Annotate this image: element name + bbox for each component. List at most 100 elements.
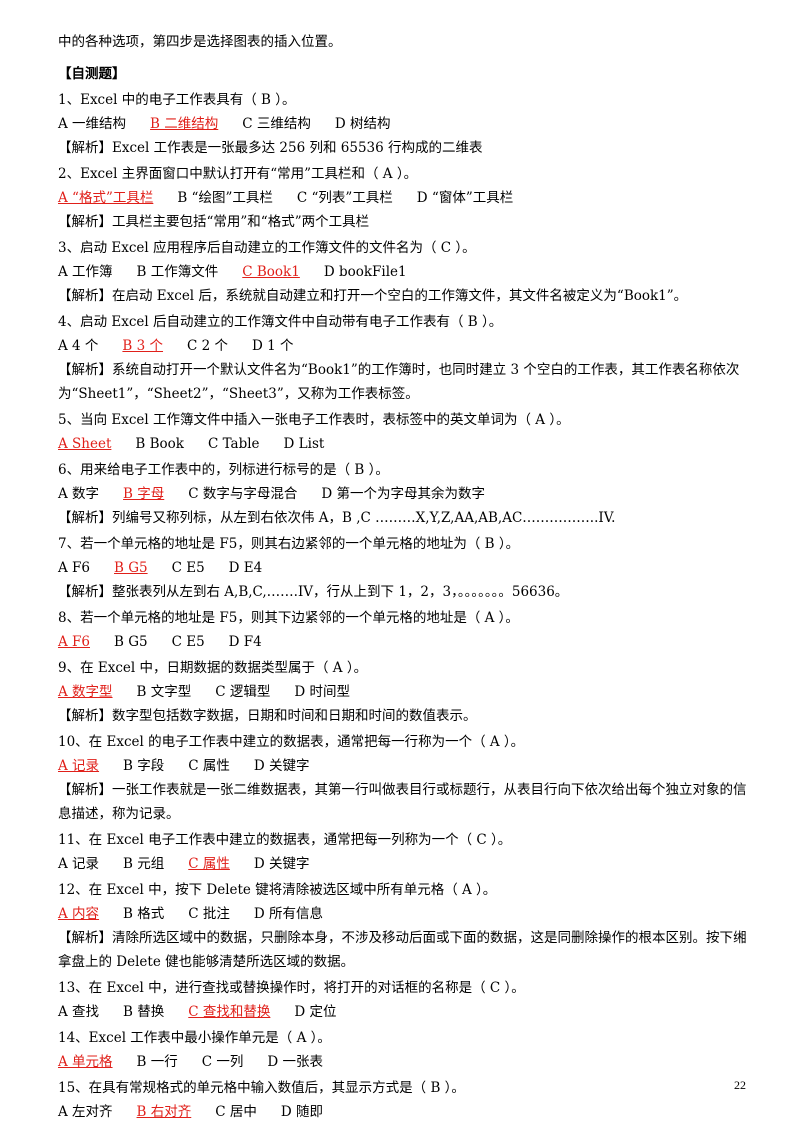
option: A F6	[58, 560, 90, 576]
question-block: 6、用来给电子工作表中的，列标进行标号的是（ B ）。 A 数字 B 字母 C 数字与…	[58, 458, 748, 530]
option: C 三维结构	[242, 116, 311, 132]
question-block: 5、当向 Excel 工作簿文件中插入一张电子工作表时，表标签中的英文单词为（ …	[58, 408, 748, 456]
explanation-text: 【解析】列编号又称列标，从左到右依次伟 A，B ,C ………X,Y,Z,AA,A…	[58, 510, 616, 526]
option: D 第一个为字母其余为数字	[321, 486, 486, 502]
option-answer: A F6	[58, 634, 90, 650]
question-block: 13、在 Excel 中，进行查找或替换操作时，将打开的对话框的名称是（ C ）…	[58, 976, 748, 1024]
question-text: 4、启动 Excel 后自动建立的工作簿文件中自动带有电子工作表有（ B ）。	[58, 314, 503, 330]
question-text: 15、在具有常规格式的单元格中输入数值后，其显示方式是（ B ）。	[58, 1080, 465, 1096]
question-list: 1、Excel 中的电子工作表具有（ B ）。 A 一维结构 B 二维结构 C 三维结…	[58, 88, 748, 1124]
option: D List	[283, 436, 325, 452]
option: D 所有信息	[253, 906, 324, 922]
explanation-text: 【解析】工具栏主要包括“常用”和“格式”两个工具栏	[58, 214, 370, 230]
question-block: 8、若一个单元格的地址是 F5，则其下边紧邻的一个单元格的地址是（ A ）。 A …	[58, 606, 748, 654]
option: D 随即	[280, 1104, 324, 1120]
question-text: 3、启动 Excel 应用程序后自动建立的工作簿文件的文件名为（ C ）。	[58, 240, 476, 256]
option: B 格式	[123, 906, 165, 922]
question-block: 11、在 Excel 电子工作表中建立的数据表，通常把每一列称为一个（ C ）。…	[58, 828, 748, 876]
option-answer: B 字母	[123, 486, 165, 502]
page-number: 22	[734, 1078, 746, 1092]
options-row: A Sheet B Book C Table D List	[58, 432, 748, 456]
option-answer: B 二维结构	[150, 116, 219, 132]
option: A 查找	[58, 1004, 100, 1020]
option: C 数字与字母混合	[188, 486, 298, 502]
question-block: 7、若一个单元格的地址是 F5，则其右边紧邻的一个单元格的地址为（ B ）。 A …	[58, 532, 748, 604]
option: C 一列	[201, 1054, 244, 1070]
question-text: 8、若一个单元格的地址是 F5，则其下边紧邻的一个单元格的地址是（ A ）。	[58, 610, 519, 626]
explanation-text: 【解析】一张工作表就是一张二维数据表，其第一行叫做表目行或标题行，从表目行向下依…	[58, 782, 747, 822]
option: D 定位	[294, 1004, 337, 1020]
options-row: A 记录 B 字段 C 属性 D 关键字	[58, 754, 748, 778]
option-answer: A 单元格	[58, 1054, 113, 1070]
option: B 文字型	[136, 684, 192, 700]
option: A 4 个	[58, 338, 99, 354]
option: D E4	[228, 560, 263, 576]
option: B 字段	[123, 758, 165, 774]
options-row: A 内容 B 格式 C 批注 D 所有信息	[58, 902, 748, 926]
option: C 2 个	[187, 338, 229, 354]
question-text: 11、在 Excel 电子工作表中建立的数据表，通常把每一列称为一个（ C ）。	[58, 832, 512, 848]
options-row: A F6 B G5 C E5 D F4	[58, 630, 748, 654]
question-block: 2、Excel 主界面窗口中默认打开有“常用”工具栏和（ A ）。 A “格式”工…	[58, 162, 748, 234]
options-row: A 一维结构 B 二维结构 C 三维结构 D 树结构	[58, 112, 748, 136]
question-text: 1、Excel 中的电子工作表具有（ B ）。	[58, 92, 296, 108]
explanation-text: 【解析】Excel 工作表是一张最多达 256 列和 65536 行构成的二维表	[58, 140, 483, 156]
option: B “绘图”工具栏	[177, 190, 273, 206]
option-answer: C 查找和替换	[188, 1004, 271, 1020]
question-text: 14、Excel 工作表中最小操作单元是（ A ）。	[58, 1030, 331, 1046]
explanation-text: 【解析】整张表列从左到右 A,B,C,…….IV，行从上到下 1，2，3，。。。…	[58, 584, 569, 600]
option-answer: A 内容	[58, 906, 100, 922]
options-row: A 工作簿 B 工作簿文件 C Book1 D bookFile1	[58, 260, 748, 284]
question-block: 10、在 Excel 的电子工作表中建立的数据表，通常把每一行称为一个（ A ）…	[58, 730, 748, 826]
question-text: 10、在 Excel 的电子工作表中建立的数据表，通常把每一行称为一个（ A ）…	[58, 734, 525, 750]
option: A 工作簿	[58, 264, 113, 280]
question-text: 5、当向 Excel 工作簿文件中插入一张电子工作表时，表标签中的英文单词为（ …	[58, 412, 570, 428]
option: D 树结构	[334, 116, 391, 132]
question-text: 9、在 Excel 中，日期数据的数据类型属于（ A ）。	[58, 660, 368, 676]
option-answer: A Sheet	[58, 436, 112, 452]
option: C E5	[171, 634, 205, 650]
document-page: 中的各种选项，第四步是选择图表的插入位置。 【自测题】 1、Excel 中的电子…	[58, 30, 748, 1124]
option: D 关键字	[253, 758, 310, 774]
option: B 替换	[123, 1004, 165, 1020]
options-row: A 数字型 B 文字型 C 逻辑型 D 时间型	[58, 680, 748, 704]
option-answer: B 右对齐	[136, 1104, 192, 1120]
option: B Book	[135, 436, 184, 452]
option: B 工作簿文件	[136, 264, 219, 280]
option: A 一维结构	[58, 116, 127, 132]
option-answer: A “格式”工具栏	[58, 190, 154, 206]
option: D 一张表	[267, 1054, 324, 1070]
option-answer: B G5	[114, 560, 148, 576]
options-row: A 记录 B 元组 C 属性 D 关键字	[58, 852, 748, 876]
options-row: A “格式”工具栏 B “绘图”工具栏 C “列表”工具栏 D “窗体”工具栏	[58, 186, 748, 210]
option: C 逻辑型	[215, 684, 271, 700]
option: B 元组	[123, 856, 165, 872]
option: B G5	[114, 634, 148, 650]
section-title: 【自测题】	[58, 66, 126, 82]
question-block: 15、在具有常规格式的单元格中输入数值后，其显示方式是（ B ）。 A 左对齐 B …	[58, 1076, 748, 1124]
option: C 批注	[188, 906, 230, 922]
question-block: 1、Excel 中的电子工作表具有（ B ）。 A 一维结构 B 二维结构 C 三维结…	[58, 88, 748, 160]
option-answer: B 3 个	[122, 338, 164, 354]
option: B 一行	[136, 1054, 178, 1070]
option: D bookFile1	[323, 264, 407, 280]
option-answer: C 属性	[188, 856, 230, 872]
options-row: A 单元格 B 一行 C 一列 D 一张表	[58, 1050, 748, 1074]
option: C 居中	[215, 1104, 257, 1120]
options-row: A 左对齐 B 右对齐 C 居中 D 随即	[58, 1100, 748, 1124]
option: C 属性	[188, 758, 230, 774]
options-row: A 查找 B 替换 C 查找和替换 D 定位	[58, 1000, 748, 1024]
explanation-text: 【解析】数字型包括数字数据，日期和时间和日期和时间的数值表示。	[58, 708, 477, 724]
option: C E5	[171, 560, 205, 576]
explanation-text: 【解析】清除所选区域中的数据，只删除本身，不涉及移动后面或下面的数据，这是同删除…	[58, 930, 747, 970]
option-answer: A 记录	[58, 758, 100, 774]
option: D 关键字	[253, 856, 310, 872]
option: C Table	[207, 436, 260, 452]
option: A 左对齐	[58, 1104, 113, 1120]
option: D F4	[228, 634, 262, 650]
explanation-text: 【解析】系统自动打开一个默认文件名为“Book1”的工作簿时，也同时建立 3 个…	[58, 362, 740, 402]
question-block: 12、在 Excel 中，按下 Delete 键将清除被选区域中所有单元格（ A…	[58, 878, 748, 974]
options-row: A 数字 B 字母 C 数字与字母混合 D 第一个为字母其余为数字	[58, 482, 748, 506]
option: A 记录	[58, 856, 100, 872]
question-text: 12、在 Excel 中，按下 Delete 键将清除被选区域中所有单元格（ A…	[58, 882, 497, 898]
